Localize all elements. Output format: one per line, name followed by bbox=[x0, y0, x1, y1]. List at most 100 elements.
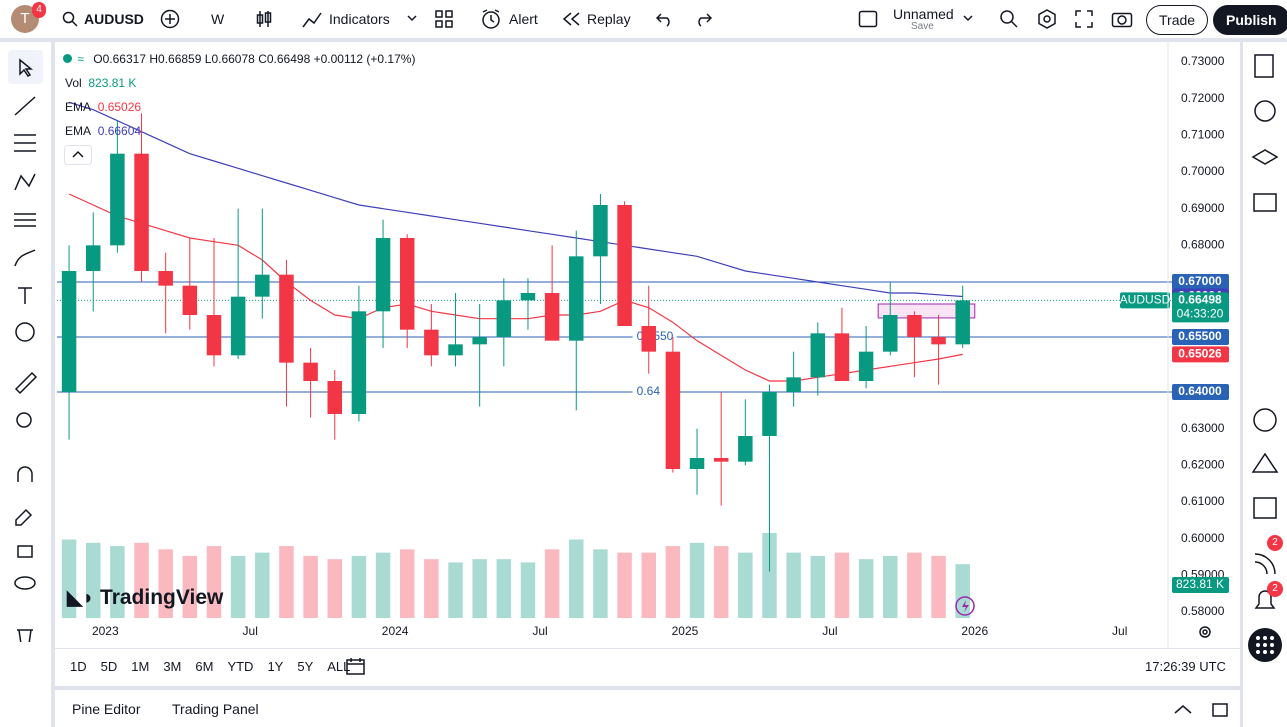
replay-icon[interactable] bbox=[561, 11, 581, 27]
trading-panel-tab[interactable]: Trading Panel bbox=[172, 701, 259, 717]
stay-drawing-tool[interactable] bbox=[15, 508, 33, 526]
date-range-icon[interactable] bbox=[345, 656, 367, 676]
chart-panel: 0.73000 0.72000 0.71000 0.70000 0.69000 0.680… bbox=[55, 42, 1240, 686]
timeframe-button[interactable]: ALL bbox=[327, 659, 351, 674]
emoji-tool[interactable] bbox=[15, 322, 35, 342]
candle-body bbox=[472, 337, 487, 345]
notifications-icon[interactable] bbox=[1254, 590, 1276, 609]
y-tick-label: 0.72000 bbox=[1181, 91, 1225, 105]
volume-bar bbox=[182, 555, 198, 618]
y-tick-label: 0.73000 bbox=[1181, 54, 1225, 68]
x-tick-label: 2025 bbox=[672, 624, 699, 638]
timeframe-button[interactable]: 3M bbox=[163, 659, 182, 674]
save-label[interactable]: Save bbox=[911, 21, 934, 32]
timeframe-button[interactable]: 5Y bbox=[297, 659, 314, 674]
tech-icon[interactable] bbox=[1253, 408, 1277, 432]
timeframe-button[interactable]: 1Y bbox=[267, 659, 284, 674]
magnet-tool[interactable] bbox=[17, 466, 33, 482]
volume-bar bbox=[907, 552, 922, 618]
trendline-tool[interactable] bbox=[14, 96, 36, 116]
candle-body bbox=[883, 315, 898, 352]
clock[interactable]: 17:26:39 UTC bbox=[1145, 659, 1226, 674]
screenshot-icon[interactable] bbox=[1111, 9, 1133, 29]
volume-bar bbox=[399, 549, 415, 618]
lock-tool[interactable] bbox=[17, 545, 33, 558]
right-toolbar: 2 2 bbox=[1243, 42, 1287, 727]
add-symbol-icon[interactable] bbox=[160, 9, 180, 29]
delete-tool[interactable] bbox=[17, 629, 33, 645]
ema-line bbox=[68, 193, 963, 382]
volume-bar bbox=[858, 559, 874, 618]
candle-body bbox=[61, 271, 77, 392]
alert-button[interactable]: Alert bbox=[509, 11, 538, 27]
chat-icon[interactable] bbox=[1253, 193, 1277, 212]
logo[interactable]: ◣◗ TradingView bbox=[67, 586, 224, 609]
news-icon[interactable] bbox=[1254, 553, 1276, 575]
alerts-icon[interactable] bbox=[1254, 100, 1276, 122]
volume-bar bbox=[61, 539, 77, 618]
pine-editor-tab[interactable]: Pine Editor bbox=[72, 701, 141, 717]
top-toolbar: T 4 AUDUSD W Indicators Alert Replay Unn… bbox=[0, 0, 1287, 39]
candle-body bbox=[85, 245, 101, 271]
volume-bar bbox=[810, 555, 826, 618]
visibility-tool[interactable] bbox=[14, 576, 36, 590]
data-window-icon[interactable] bbox=[1251, 149, 1279, 165]
brush-tool[interactable] bbox=[14, 249, 36, 267]
pattern-tool[interactable] bbox=[14, 173, 36, 191]
search-icon[interactable] bbox=[62, 11, 78, 27]
publish-button[interactable]: Publish bbox=[1213, 5, 1287, 35]
interval[interactable]: W bbox=[211, 11, 225, 27]
volume-bar bbox=[496, 559, 512, 618]
measure-tool[interactable] bbox=[14, 371, 38, 395]
timeframe-button[interactable]: 1D bbox=[70, 659, 87, 674]
volume-bar bbox=[206, 546, 222, 618]
y-tick-label: 0.62000 bbox=[1181, 458, 1225, 472]
timeframe-button[interactable]: YTD bbox=[227, 659, 254, 674]
text-tool[interactable] bbox=[18, 287, 32, 304]
fib-tool[interactable] bbox=[14, 134, 36, 152]
undo-icon[interactable] bbox=[656, 11, 674, 27]
redo-icon[interactable] bbox=[694, 11, 712, 27]
settings-icon[interactable] bbox=[1036, 8, 1058, 30]
candle-body bbox=[834, 333, 850, 381]
collapse-legend[interactable] bbox=[64, 145, 92, 165]
cursor-tool[interactable] bbox=[19, 58, 34, 77]
axis-settings-icon[interactable] bbox=[1197, 624, 1213, 640]
quick-search-icon[interactable] bbox=[998, 8, 1020, 30]
candle-body bbox=[713, 458, 729, 462]
candle-body bbox=[617, 205, 632, 326]
indicators-button[interactable]: Indicators bbox=[329, 11, 390, 27]
chart-type-icon[interactable] bbox=[256, 9, 274, 29]
ideas-icon[interactable] bbox=[1251, 452, 1279, 473]
watchlist-icon[interactable] bbox=[1254, 54, 1274, 78]
zoom-tool[interactable] bbox=[16, 412, 32, 428]
last-price-tag: 0.66498 bbox=[1178, 293, 1222, 307]
candle-body bbox=[448, 344, 463, 356]
symbol[interactable]: AUDUSD bbox=[84, 11, 144, 27]
layout-icon[interactable] bbox=[858, 9, 878, 29]
panel-controls[interactable] bbox=[1173, 700, 1233, 720]
alert-icon[interactable] bbox=[480, 8, 502, 30]
flash-icon[interactable] bbox=[954, 595, 976, 617]
timeframe-button[interactable]: 5D bbox=[100, 659, 118, 674]
candle-body bbox=[858, 351, 874, 381]
apps-icon[interactable] bbox=[1247, 627, 1283, 663]
timeframe-button[interactable]: 6M bbox=[195, 659, 214, 674]
timeframe-button[interactable]: 1M bbox=[131, 659, 150, 674]
candle-body bbox=[351, 311, 367, 414]
calendar-icon[interactable] bbox=[1253, 497, 1277, 519]
volume-bar bbox=[158, 549, 173, 618]
replay-button[interactable]: Replay bbox=[587, 11, 631, 27]
candle-body bbox=[110, 153, 125, 246]
trade-button[interactable]: Trade bbox=[1146, 5, 1209, 35]
chevron[interactable] bbox=[406, 13, 418, 23]
chevron[interactable] bbox=[962, 13, 974, 23]
status-dot bbox=[63, 54, 72, 63]
layouts-icon[interactable] bbox=[434, 9, 454, 29]
volume-bar bbox=[955, 564, 970, 618]
indicators-icon[interactable] bbox=[301, 9, 323, 29]
layout-name[interactable]: Unnamed bbox=[893, 6, 954, 22]
fullscreen-icon[interactable] bbox=[1074, 9, 1094, 29]
prediction-tool[interactable] bbox=[14, 213, 36, 227]
candle-body bbox=[810, 333, 826, 378]
